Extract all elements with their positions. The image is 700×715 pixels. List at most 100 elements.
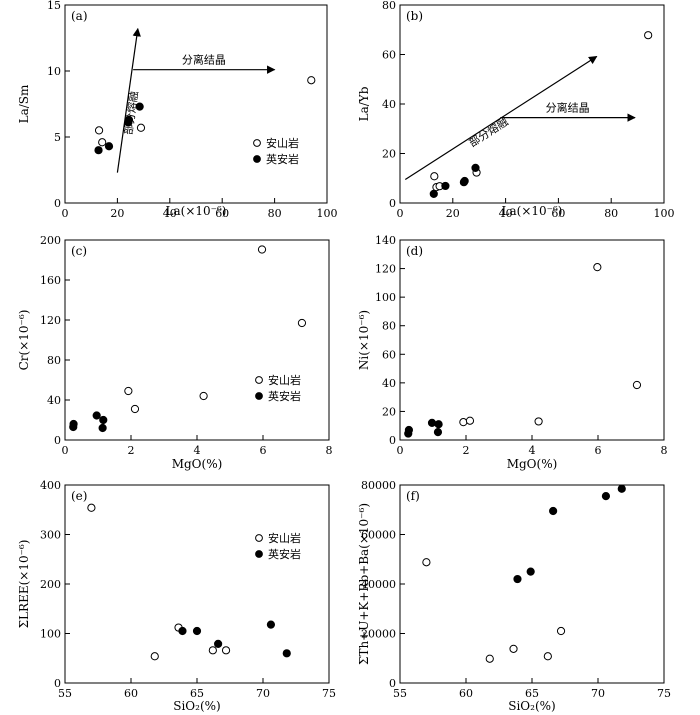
x-tick-label: 100 <box>654 207 675 220</box>
y-tick-label: 40000 <box>361 578 396 591</box>
y-tick-label: 160 <box>40 274 61 287</box>
data-point-andesite <box>430 172 439 181</box>
data-point-andesite <box>257 245 267 254</box>
data-point-dacite <box>124 115 134 124</box>
y-tick-label: 400 <box>40 479 61 492</box>
plot-frame <box>399 484 665 684</box>
data-point-dacite <box>617 484 626 493</box>
x-tick-label: 80 <box>604 207 618 220</box>
y-tick-label: 0 <box>389 197 396 210</box>
data-point-andesite <box>307 76 316 85</box>
data-point-dacite <box>429 189 438 198</box>
panel-label: (b) <box>406 9 423 23</box>
x-tick-label: 40 <box>499 207 513 220</box>
x-axis-label: La(×10⁻⁶) <box>502 204 563 218</box>
data-point-andesite <box>465 416 475 425</box>
y-tick-label: 120 <box>40 314 61 327</box>
y-tick-label: 0 <box>54 197 61 210</box>
x-tick-label: 80 <box>268 207 282 220</box>
chart-panel-b: 0 20 40 60 80 100 0 20 40 60 80 La(×10⁻⁶) La/Yb (b) 部分… <box>357 0 675 220</box>
trend-arrow <box>116 27 141 173</box>
y-tick-label: 80 <box>47 354 61 367</box>
data-point-andesite <box>94 126 104 135</box>
chart-panel-d: 0 2 4 6 8020406080100120140MgO(%)Ni(×10⁻⁶)(d… <box>357 234 668 471</box>
data-point-andesite <box>124 386 133 396</box>
y-tick-label: 60 <box>382 49 396 62</box>
x-tick-label: 0 <box>62 207 69 220</box>
data-point-dacite <box>135 102 144 111</box>
x-axis-label: La(×10⁻⁶) <box>166 204 227 218</box>
y-tick-label: 60 <box>382 348 396 361</box>
data-point-andesite <box>150 652 159 661</box>
legend-entry: 安山岩 <box>268 373 301 387</box>
x-axis-label: MgO(%) <box>507 457 558 471</box>
y-tick-label: 0 <box>389 677 396 690</box>
data-point-andesite <box>136 123 146 132</box>
panel-label: (c) <box>71 244 87 258</box>
y-tick-label: 20 <box>382 148 396 161</box>
plot-frame <box>64 239 330 441</box>
data-point-dacite <box>526 567 535 576</box>
data-point-dacite <box>92 411 101 420</box>
y-tick-label: 0 <box>389 434 396 447</box>
data-point-andesite <box>199 391 208 401</box>
data-point-dacite <box>441 181 450 191</box>
x-tick-label: 4 <box>194 444 201 457</box>
legend-entry: 英安岩 <box>266 152 299 166</box>
x-tick-label: 55 <box>58 687 72 700</box>
data-point-andesite <box>87 503 96 512</box>
x-tick-label: 55 <box>393 687 407 700</box>
x-tick-label: 0 <box>62 444 69 457</box>
data-point-dacite <box>471 163 480 172</box>
y-tick-label: 80 <box>382 0 396 12</box>
legend-marker <box>253 155 261 163</box>
plot-frame <box>399 239 665 441</box>
y-axis-label: ΣTh+U+K+Rb+Ba(×10⁻⁶) <box>357 503 371 665</box>
y-tick-label: 300 <box>40 529 61 542</box>
panel-label: (a) <box>71 9 88 23</box>
x-tick-label: 0 <box>397 207 404 220</box>
x-tick-label: 2 <box>463 444 470 457</box>
legend-entry: 英安岩 <box>268 547 301 561</box>
x-tick-label: 20 <box>446 207 460 220</box>
data-point-andesite <box>485 654 494 663</box>
data-point-dacite <box>178 626 187 636</box>
plot-frame <box>64 4 328 204</box>
y-tick-label: 60000 <box>361 529 396 542</box>
x-tick-label: 70 <box>591 687 605 700</box>
arrow-label: 分离结晶 <box>182 53 226 67</box>
legend-marker <box>255 534 263 542</box>
panel-label: (f) <box>406 489 420 503</box>
data-point-dacite <box>214 639 223 648</box>
data-point-andesite <box>221 646 231 655</box>
y-tick-label: 80000 <box>361 479 396 492</box>
data-point-dacite <box>427 418 437 427</box>
x-tick-label: 8 <box>661 444 668 457</box>
legend-marker <box>255 376 263 384</box>
y-axis-label: La/Yb <box>357 86 371 121</box>
data-point-andesite <box>534 417 543 426</box>
chart-panel-f: 55 60 65 70 75 0 20000 40000 60000 80000 SiO₂(%) ΣT… <box>357 479 671 713</box>
chart-panel-c: 0 2 4 6 804080120160200MgO(%)Cr(×10⁻⁶)(c)安山岩… <box>17 234 333 471</box>
x-tick-label: 75 <box>322 687 336 700</box>
x-axis-label: SiO₂(%) <box>508 699 555 713</box>
y-tick-label: 0 <box>54 677 61 690</box>
x-tick-label: 65 <box>525 687 539 700</box>
data-point-dacite <box>98 423 107 433</box>
x-tick-label: 60 <box>124 687 138 700</box>
data-point-dacite <box>434 420 443 429</box>
x-tick-label: 60 <box>459 687 473 700</box>
legend-marker <box>255 550 263 558</box>
data-point-andesite <box>644 31 653 40</box>
data-point-dacite <box>99 415 108 425</box>
data-point-andesite <box>422 558 431 567</box>
data-point-andesite <box>632 380 642 390</box>
y-tick-label: 20 <box>382 405 396 418</box>
x-tick-label: 70 <box>256 687 270 700</box>
data-point-dacite <box>94 146 103 155</box>
x-axis-label: MgO(%) <box>172 457 223 471</box>
